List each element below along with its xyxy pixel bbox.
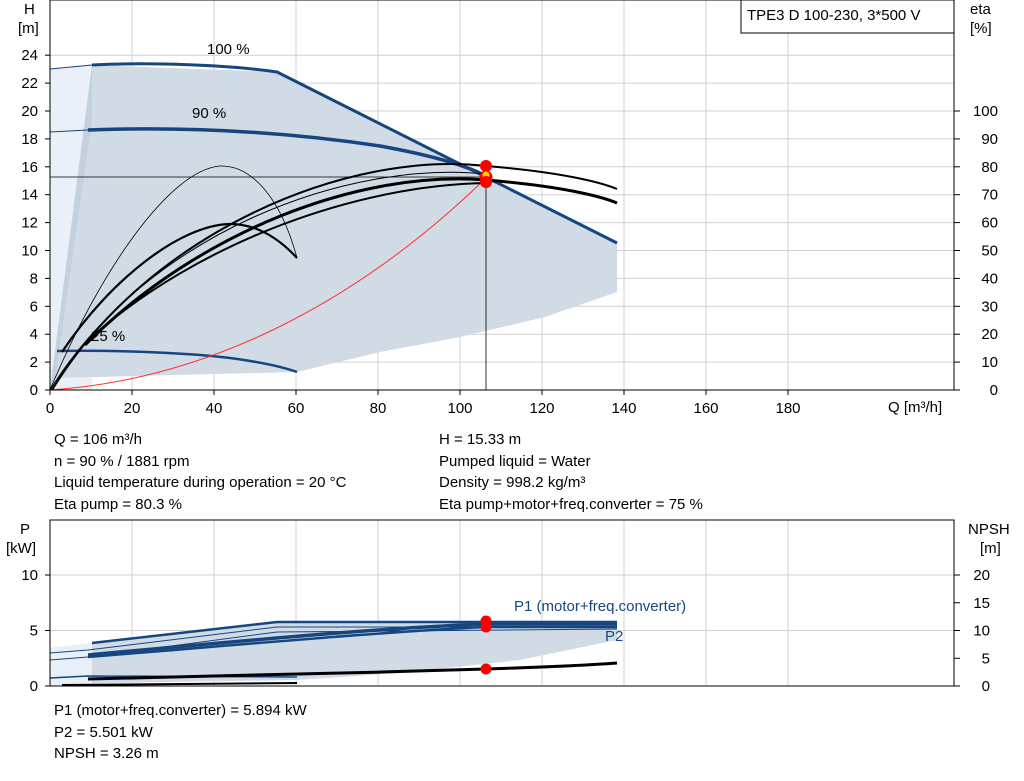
main-y-tick-label: 16 xyxy=(21,159,38,176)
eta-curve-low xyxy=(61,222,298,353)
eta-curve-90-thin xyxy=(49,171,487,391)
main-y-tick-label: 2 xyxy=(30,354,38,371)
p1-series-label: P1 (motor+freq.converter) xyxy=(514,598,686,615)
duty-info-right: H = 15.33 m Pumped liquid = Water Densit… xyxy=(439,429,703,515)
operating-range-low-wedge xyxy=(50,65,92,390)
main-x-tick-label: 120 xyxy=(529,400,554,417)
main-y-tick-label: 12 xyxy=(21,215,38,232)
main-y-tick-label: 0 xyxy=(30,382,38,399)
npsh-tick-label: 20 xyxy=(973,567,990,584)
main-x-tick-label: 100 xyxy=(447,400,472,417)
info-density: Density = 998.2 kg/m³ xyxy=(439,474,586,491)
main-y-tick-label: 14 xyxy=(21,187,38,204)
speed-label-100: 100 % xyxy=(207,41,250,58)
npsh-tick-label: 15 xyxy=(973,595,990,612)
info-flow: Q = 106 m³/h xyxy=(54,431,142,448)
main-x-tick-label: 180 xyxy=(775,400,800,417)
main-y-tick-label: 24 xyxy=(21,47,38,64)
eta-curve-thin xyxy=(49,165,298,391)
eta-tick-label: 90 xyxy=(981,131,998,148)
main-x-tick-label: 60 xyxy=(288,400,305,417)
main-y-label-line1: H xyxy=(24,1,35,18)
main-y-tick-label: 20 xyxy=(21,103,38,120)
eta-tick-label: 10 xyxy=(981,354,998,371)
duty-point-npsh xyxy=(480,663,492,675)
info-npsh: NPSH = 3.26 m xyxy=(54,745,159,762)
p1-curve-90 xyxy=(87,622,617,657)
npsh-curve-low xyxy=(61,682,298,686)
npsh-label-line2: [m] xyxy=(980,540,1001,557)
info-speed: n = 90 % / 1881 rpm xyxy=(54,452,190,470)
info-eta-total: Eta pump+motor+freq.converter = 75 % xyxy=(439,495,703,513)
duty-info-left: Q = 106 m³/h n = 90 % / 1881 rpm Liquid … xyxy=(54,429,346,515)
speed-label-25: 25 % xyxy=(91,328,125,345)
main-x-label: Q [m³/h] xyxy=(888,399,942,416)
system-curve xyxy=(49,177,487,391)
info-temperature: Liquid temperature during operation = 20… xyxy=(54,474,347,491)
power-y-tick-label: 5 xyxy=(30,623,38,640)
power-y-tick-label: 10 xyxy=(21,567,38,584)
p1-curve-thin xyxy=(49,626,617,654)
info-p1: P1 (motor+freq.converter) = 5.894 kW xyxy=(54,702,307,719)
eta-tick-label: 50 xyxy=(981,243,998,260)
main-x-tick-label: 80 xyxy=(370,400,387,417)
duty-point-p2 xyxy=(480,621,492,633)
title-box xyxy=(740,0,955,34)
duty-point-eta-90 xyxy=(480,176,492,188)
npsh-curve xyxy=(87,661,618,681)
operating-range-area xyxy=(55,65,617,378)
power-info: P1 (motor+freq.converter) = 5.894 kW P2 … xyxy=(54,700,307,765)
power-y-label-line1: P xyxy=(20,521,30,538)
main-eta-label-line1: eta xyxy=(970,1,992,18)
main-y-tick-label: 4 xyxy=(30,326,38,343)
info-head: H = 15.33 m xyxy=(439,431,522,448)
eta-curve-mid xyxy=(87,182,487,341)
eta-tick-label: 80 xyxy=(981,159,998,176)
eta-tick-label: 20 xyxy=(981,326,998,343)
power-y-label-line2: [kW] xyxy=(6,540,36,557)
npsh-label-line1: NPSH xyxy=(968,521,1010,538)
npsh-tick-label: 10 xyxy=(973,623,990,640)
p1-curve-100 xyxy=(91,620,617,645)
main-chart-ticks: 0 20 40 60 80 100 120 140 160 1800246810121416182… xyxy=(21,47,998,417)
npsh-tick-label: 5 xyxy=(982,650,990,667)
eta-tick-label: 30 xyxy=(981,298,998,315)
qh-curve-100-extension xyxy=(49,64,93,70)
qh-curve-25 xyxy=(56,349,298,374)
chart-title: TPE3 D 100-230, 3*500 V xyxy=(747,7,920,24)
info-eta-pump: Eta pump = 80.3 % xyxy=(54,495,182,513)
npsh-tick-label: 0 xyxy=(982,678,990,695)
main-y-tick-label: 8 xyxy=(30,270,38,287)
eta-tick-label: 40 xyxy=(981,270,998,287)
power-range-light xyxy=(50,643,92,686)
eta-tick-label: 100 xyxy=(973,103,998,120)
main-y-label-line2: [m] xyxy=(18,20,39,37)
speed-label-90: 90 % xyxy=(192,105,226,122)
main-x-tick-label: 0 xyxy=(46,400,54,417)
eta-curve-90 xyxy=(83,177,618,347)
qh-curve-100 xyxy=(91,62,618,245)
main-x-tick-label: 160 xyxy=(693,400,718,417)
p2-curve-thin xyxy=(49,628,618,661)
main-x-tick-label: 20 xyxy=(124,400,141,417)
p2-series-label: P2 xyxy=(605,628,623,645)
power-chart-ticks: 0 5 10 0 5 10 15 20 xyxy=(21,567,990,695)
eta-tick-label: 60 xyxy=(981,215,998,232)
main-y-tick-label: 22 xyxy=(21,75,38,92)
duty-point-eta-100 xyxy=(480,160,492,172)
main-y-tick-label: 10 xyxy=(21,243,38,260)
eta-tick-label: 0 xyxy=(990,382,998,399)
qh-curve-90-extension xyxy=(49,129,89,133)
info-liquid: Pumped liquid = Water xyxy=(439,452,591,470)
eta-tick-label: 70 xyxy=(981,187,998,204)
main-x-tick-label: 40 xyxy=(206,400,223,417)
main-x-tick-label: 140 xyxy=(611,400,636,417)
main-y-tick-label: 6 xyxy=(30,298,38,315)
main-eta-label-line2: [%] xyxy=(970,20,992,37)
main-y-tick-label: 18 xyxy=(21,131,38,148)
power-y-tick-label: 0 xyxy=(30,678,38,695)
p2-curve-90 xyxy=(87,625,617,659)
info-p2: P2 = 5.501 kW xyxy=(54,723,153,741)
